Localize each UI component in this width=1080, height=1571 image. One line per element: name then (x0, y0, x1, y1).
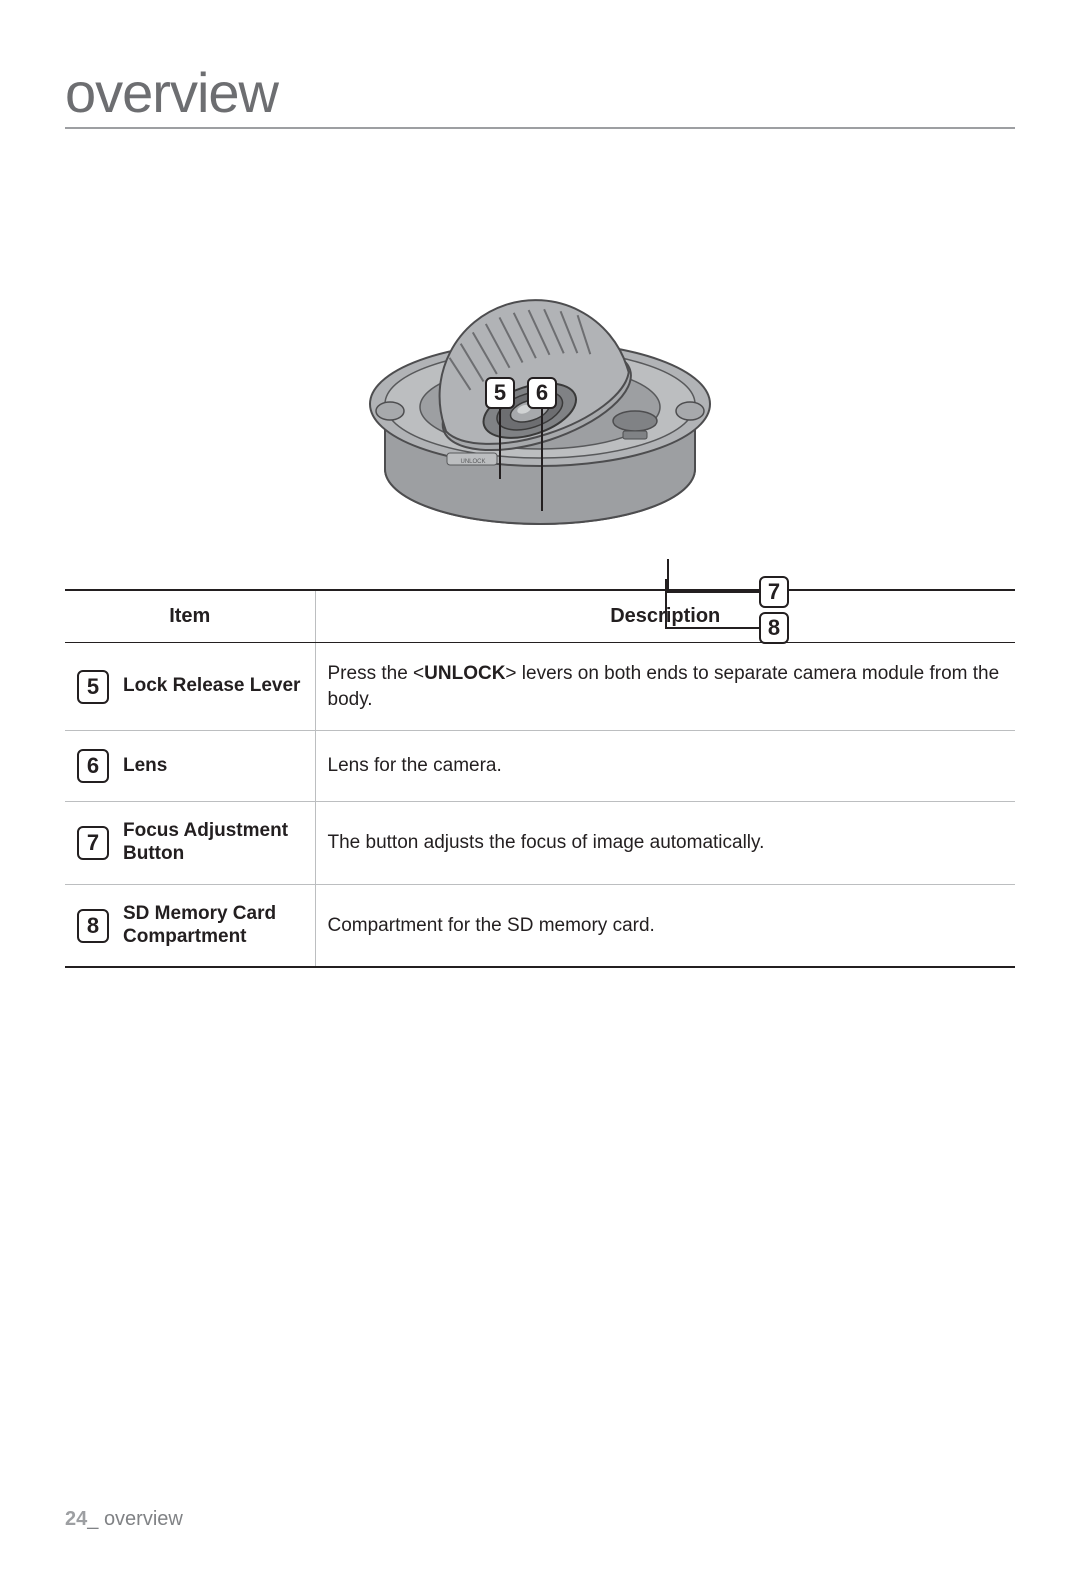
diagram-area: UNLOCK 5678 (65, 199, 1015, 579)
item-number-badge: 5 (77, 670, 109, 704)
callout-6: 6 (527, 377, 557, 409)
table-row: 7 Focus Adjustment Button The button adjus… (65, 802, 1015, 885)
page-number: 24 (65, 1508, 87, 1530)
leader-line-8v (665, 579, 667, 629)
leader-line-7h (667, 591, 759, 593)
leader-line-5 (499, 409, 501, 479)
leader-line-7v (667, 559, 669, 593)
table-row: 5 Lock Release Lever Press the <UNLOCK> le… (65, 643, 1015, 731)
footer-sep: _ (87, 1508, 104, 1530)
table-row: 6 Lens Lens for the camera. (65, 731, 1015, 802)
item-number-badge: 6 (77, 749, 109, 783)
description-cell: Compartment for the SD memory card. (315, 884, 1015, 967)
footer-section: overview (104, 1508, 183, 1530)
table-row: 8 SD Memory Card Compartment Compartment f… (65, 884, 1015, 967)
item-cell: 5 Lock Release Lever (65, 643, 315, 731)
item-number-badge: 8 (77, 909, 109, 943)
item-number-badge: 7 (77, 826, 109, 860)
callout-8: 8 (759, 612, 789, 644)
callout-7: 7 (759, 576, 789, 608)
description-cell: Lens for the camera. (315, 731, 1015, 802)
item-label: Lock Release Lever (123, 675, 300, 698)
parts-table: Item Description 5Lock Release LeverPres… (65, 589, 1015, 968)
page-title: overview (65, 60, 1015, 129)
leader-line-6 (541, 409, 543, 511)
description-cell: Press the <UNLOCK> levers on both ends t… (315, 643, 1015, 731)
item-label: Focus Adjustment Button (123, 820, 303, 866)
leader-line-8h (665, 627, 759, 629)
item-label: Lens (123, 755, 167, 778)
parts-table-wrap: Item Description 5Lock Release LeverPres… (65, 589, 1015, 968)
item-cell: 8 SD Memory Card Compartment (65, 884, 315, 967)
item-label: SD Memory Card Compartment (123, 903, 303, 949)
item-cell: 6 Lens (65, 731, 315, 802)
page-footer: 24_ overview (65, 1508, 183, 1531)
svg-text:UNLOCK: UNLOCK (460, 459, 485, 465)
item-cell: 7 Focus Adjustment Button (65, 802, 315, 885)
callout-5: 5 (485, 377, 515, 409)
description-cell: The button adjusts the focus of image au… (315, 802, 1015, 885)
header-item: Item (65, 590, 315, 643)
